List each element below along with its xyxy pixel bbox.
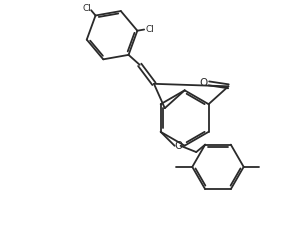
Text: Cl: Cl [146,25,154,34]
Text: Cl: Cl [83,4,92,13]
Text: O: O [200,78,208,88]
Text: O: O [174,141,183,151]
